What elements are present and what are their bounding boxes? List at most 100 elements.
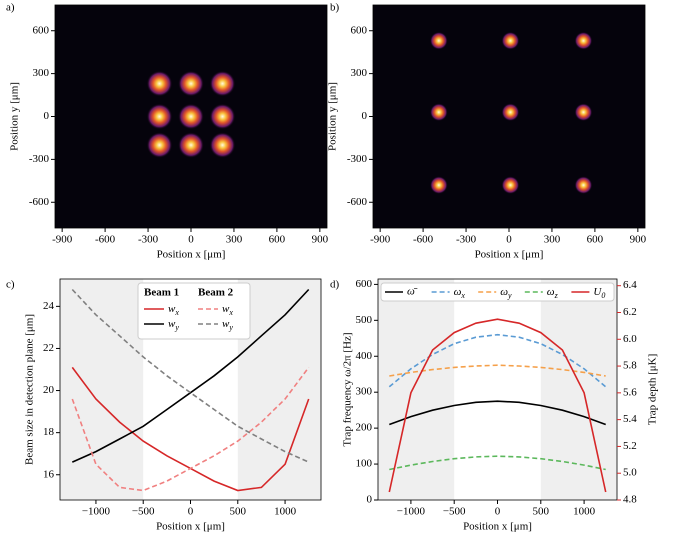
x-axis-label: Position x [μm]: [157, 249, 226, 261]
x-tick-label: -600: [413, 234, 434, 246]
legend-box: [380, 282, 615, 302]
y2-tick-label: 5.0: [623, 467, 637, 479]
x-axis-label: Position x [μm]: [475, 249, 544, 261]
y-tick-label: 18: [43, 426, 55, 438]
panel-label: c): [6, 279, 15, 291]
y-tick-label: 24: [43, 300, 55, 312]
y-axis-label: Position y [μm]: [9, 82, 21, 151]
y-tick-label: -600: [29, 196, 50, 208]
spot: [501, 31, 520, 50]
legend-label: ω̄: [407, 286, 418, 298]
y-tick-label: 500: [356, 314, 373, 326]
series-line: [389, 400, 606, 426]
y-axis-label: Position y [μm]: [327, 82, 339, 151]
y2-tick-label: 5.4: [623, 413, 637, 425]
y-tick-label: 300: [351, 67, 368, 79]
y-tick-label: 100: [356, 458, 373, 470]
x-tick-label: -900: [370, 234, 391, 246]
legend-label: ωy: [500, 286, 512, 301]
y-tick-label: 22: [43, 342, 54, 354]
y-tick-label: 0: [362, 110, 368, 122]
legend-header: Beam 2: [198, 287, 234, 299]
y-tick-label: 16: [43, 468, 55, 480]
legend-label: U0: [593, 286, 605, 301]
y-tick-label: -300: [347, 153, 368, 165]
spot: [429, 176, 448, 195]
y-tick-label: 0: [44, 110, 50, 122]
y-tick-label: -300: [29, 153, 50, 165]
panel-label: a): [6, 2, 15, 14]
y2-tick-label: 5.2: [623, 440, 637, 452]
x-tick-label: 600: [587, 234, 604, 246]
x-tick-label: 600: [269, 234, 286, 246]
spot: [146, 70, 173, 97]
x-tick-label: 300: [544, 234, 561, 246]
y2-tick-label: 6.0: [623, 333, 637, 345]
legend-box: [137, 282, 251, 340]
x-tick-label: 500: [533, 506, 550, 518]
spot: [429, 103, 448, 122]
x-tick-label: 1000: [573, 506, 596, 518]
y-tick-label: 600: [33, 24, 50, 36]
y2-tick-label: 6.4: [623, 279, 637, 291]
series-line: [388, 333, 607, 388]
series-line: [71, 288, 310, 463]
x-tick-label: 0: [188, 506, 194, 518]
legend-label: wy: [168, 318, 179, 333]
spot: [574, 31, 593, 50]
panel-label: b): [330, 2, 340, 14]
x-axis-label: Position x [μm]: [156, 521, 225, 533]
y-tick-label: 400: [356, 350, 373, 362]
y-tick-label: 600: [356, 278, 373, 290]
legend-label: ωz: [547, 286, 559, 301]
legend-label: wx: [168, 303, 179, 318]
spot: [501, 176, 520, 195]
series-line: [71, 288, 310, 463]
legend-label: wy: [222, 318, 233, 333]
spot: [178, 132, 204, 159]
legend-header: Beam 1: [144, 287, 179, 299]
spot: [209, 103, 236, 130]
spot: [146, 132, 173, 159]
highlight-band: [454, 279, 541, 500]
spot: [209, 70, 236, 97]
spot: [146, 103, 173, 130]
y2-tick-label: 4.8: [623, 494, 637, 506]
spot: [574, 103, 593, 122]
x-tick-label: -900: [52, 234, 73, 246]
x-axis-label: Position x [μm]: [463, 521, 532, 533]
series-line: [389, 455, 606, 471]
legend-label: ωx: [454, 286, 466, 301]
x-tick-label: −1000: [82, 506, 111, 518]
x-tick-label: 0: [188, 234, 194, 246]
y2-tick-label: 5.6: [623, 386, 637, 398]
x-tick-label: -600: [95, 234, 116, 246]
y-tick-label: 0: [367, 494, 373, 506]
spot: [209, 132, 236, 159]
y-tick-label: 600: [351, 24, 368, 36]
panel-label: d): [330, 279, 340, 291]
y2-tick-label: 5.8: [623, 360, 637, 372]
y-axis-label: Beam size in detection plane [μm]: [24, 314, 36, 465]
spot: [429, 31, 448, 50]
series-line: [389, 364, 606, 377]
y-axis-label: Trap frequency ω/2π [Hz]: [342, 332, 354, 446]
x-tick-label: -300: [138, 234, 159, 246]
y-tick-label: 300: [356, 386, 373, 398]
x-tick-label: 0: [495, 506, 501, 518]
spot: [178, 70, 204, 97]
y-tick-label: 20: [43, 384, 55, 396]
x-tick-label: −500: [443, 506, 466, 518]
x-tick-label: 300: [226, 234, 243, 246]
y-tick-label: 300: [33, 67, 50, 79]
spot: [501, 103, 520, 122]
x-tick-label: 0: [506, 234, 512, 246]
x-tick-label: 900: [312, 234, 329, 246]
y2-axis-label: Trap depth [μK]: [647, 354, 659, 425]
legend-label: wx: [222, 303, 233, 318]
y-tick-label: -600: [347, 196, 368, 208]
x-tick-label: 900: [630, 234, 647, 246]
x-tick-label: −1000: [397, 506, 426, 518]
y2-tick-label: 6.2: [623, 306, 637, 318]
